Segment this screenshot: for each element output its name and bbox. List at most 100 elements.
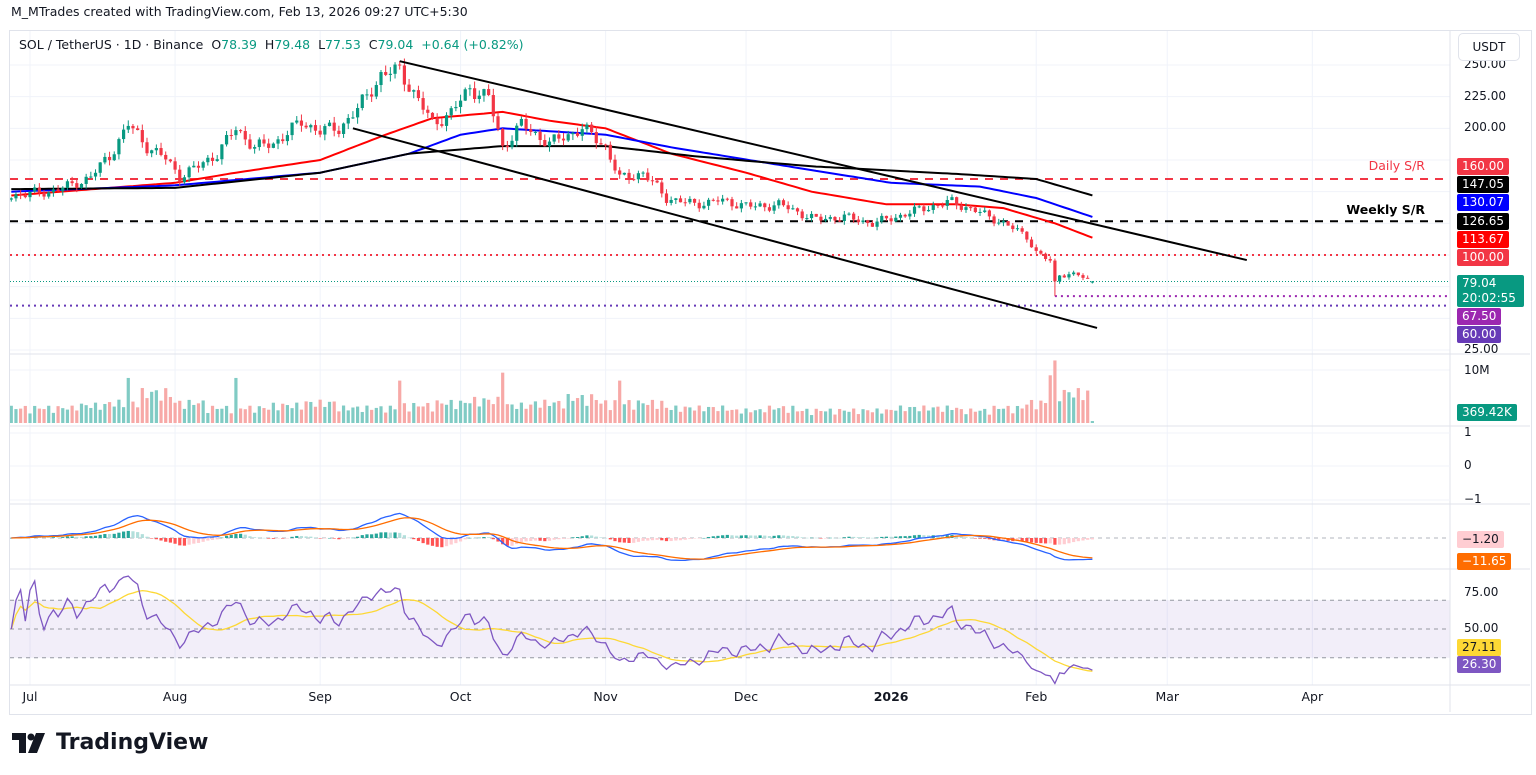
volume-bar — [10, 405, 13, 423]
volume-bar — [150, 391, 154, 423]
macd-histogram-bar — [360, 535, 364, 538]
volume-bar — [454, 409, 458, 423]
macd-histogram-bar — [697, 538, 701, 539]
volume-bar — [248, 405, 252, 423]
volume-bar — [1058, 401, 1062, 423]
volume-bar — [421, 406, 425, 423]
volume-bar — [1015, 405, 1020, 423]
macd-histogram-bar — [182, 538, 187, 546]
horizontal-levels — [10, 178, 1450, 307]
macd-histogram-bar — [763, 535, 767, 538]
candle-body — [983, 210, 987, 212]
candle-body — [112, 154, 116, 161]
macd-histogram-bar — [529, 538, 533, 542]
open-value: 78.39 — [221, 37, 257, 52]
volume-bar — [374, 407, 378, 423]
macd-histogram-bar — [945, 535, 949, 538]
macd-histogram-bar — [239, 533, 243, 538]
macd-histogram-bar — [669, 538, 673, 542]
tradingview-logo[interactable]: TradingView — [12, 730, 208, 755]
volume-bar — [19, 408, 23, 423]
candle-body — [412, 90, 416, 92]
candle-body — [1086, 277, 1090, 279]
macd-histogram-bar — [295, 535, 299, 538]
macd-histogram-bar — [1034, 538, 1038, 543]
current-price-tag: 79.04 20:02:55 — [1457, 275, 1524, 307]
macd-histogram-bar — [304, 536, 308, 538]
candle-body — [866, 220, 870, 223]
volume-bar — [702, 411, 706, 423]
macd-histogram-bar — [889, 536, 893, 538]
volume-bar — [800, 410, 804, 423]
candle-body — [1090, 281, 1094, 283]
macd-histogram-bar — [56, 537, 60, 538]
candle-body — [964, 207, 968, 210]
candle-body — [1058, 275, 1062, 282]
candle-body — [730, 199, 734, 207]
candle-body — [856, 219, 860, 223]
candle-body — [992, 216, 996, 224]
volume-bar — [201, 400, 205, 423]
macd-histogram-bar — [926, 535, 931, 538]
candle-body — [870, 222, 874, 227]
macd-histogram-bar — [538, 538, 542, 541]
macd-histogram-bar — [51, 537, 55, 538]
currency-button[interactable]: USDT — [1458, 33, 1520, 61]
macd-histogram-bar — [444, 538, 449, 547]
volume-bar — [552, 402, 556, 423]
candle-body — [159, 148, 163, 155]
macd-histogram-bar — [341, 538, 346, 539]
candle-body — [575, 132, 580, 136]
candle-body — [969, 207, 973, 209]
macd-histogram-bar — [510, 538, 514, 546]
candle-body — [552, 134, 556, 142]
macd-histogram-bar — [290, 536, 294, 538]
candle-body — [79, 183, 84, 188]
volume-bar — [894, 410, 898, 423]
symbol-name[interactable]: SOL / TetherUS · 1D · Binance — [19, 37, 204, 52]
volume-bar — [575, 398, 580, 423]
volume-bar — [533, 401, 538, 423]
macd-histogram-bar — [955, 535, 959, 538]
candle-body — [253, 147, 257, 149]
candle-body — [753, 206, 757, 208]
macd-histogram-bar — [89, 536, 93, 538]
candle-body — [627, 172, 631, 180]
volume-bar — [313, 406, 318, 423]
candle-body — [323, 126, 327, 135]
macd-histogram-bar — [861, 537, 865, 538]
candle-body — [1006, 221, 1010, 226]
volume-bar — [1043, 403, 1048, 423]
macd-histogram-bar — [730, 535, 734, 538]
candle-body — [75, 183, 79, 188]
candle-body — [561, 138, 566, 141]
volume-bar — [735, 409, 739, 423]
volume-bar — [271, 402, 275, 423]
candle-body — [248, 139, 252, 149]
volume-bar — [440, 403, 444, 423]
chart-frame — [9, 30, 1532, 715]
candle-body — [440, 124, 444, 126]
volume-bar — [945, 405, 949, 423]
macd-histogram-bar — [964, 537, 968, 538]
macd-histogram-bar — [1001, 538, 1006, 541]
candle-body — [402, 65, 406, 85]
macd-histogram-bar — [496, 538, 500, 542]
candle-body — [449, 108, 453, 116]
pane-axis-label: −1 — [1464, 492, 1482, 506]
candle-body — [164, 154, 168, 160]
macd-histogram-bar — [370, 534, 374, 538]
candle-body — [356, 107, 360, 118]
macd-histogram-bar — [814, 537, 818, 539]
macd-histogram-bar — [248, 536, 252, 538]
candle-body — [210, 157, 215, 161]
time-axis-label: 2026 — [873, 689, 909, 704]
candle-body — [501, 128, 505, 146]
macd-histogram-bar — [215, 538, 219, 540]
candle-body — [444, 115, 449, 126]
candle-body — [1034, 247, 1038, 251]
volume-bar — [281, 403, 285, 423]
macd-histogram-bar — [590, 535, 594, 538]
candles — [10, 58, 1094, 297]
